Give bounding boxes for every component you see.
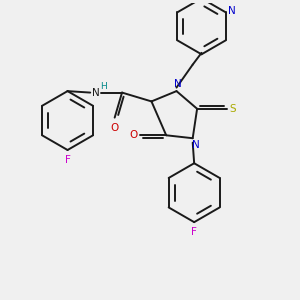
- Text: F: F: [64, 155, 70, 165]
- Text: O: O: [110, 123, 119, 133]
- Text: O: O: [129, 130, 137, 140]
- Text: S: S: [230, 104, 236, 114]
- Text: H: H: [100, 82, 107, 91]
- Text: N: N: [174, 79, 182, 89]
- Text: F: F: [191, 227, 197, 237]
- Text: N: N: [228, 6, 236, 16]
- Text: N: N: [92, 88, 99, 98]
- Text: N: N: [192, 140, 200, 150]
